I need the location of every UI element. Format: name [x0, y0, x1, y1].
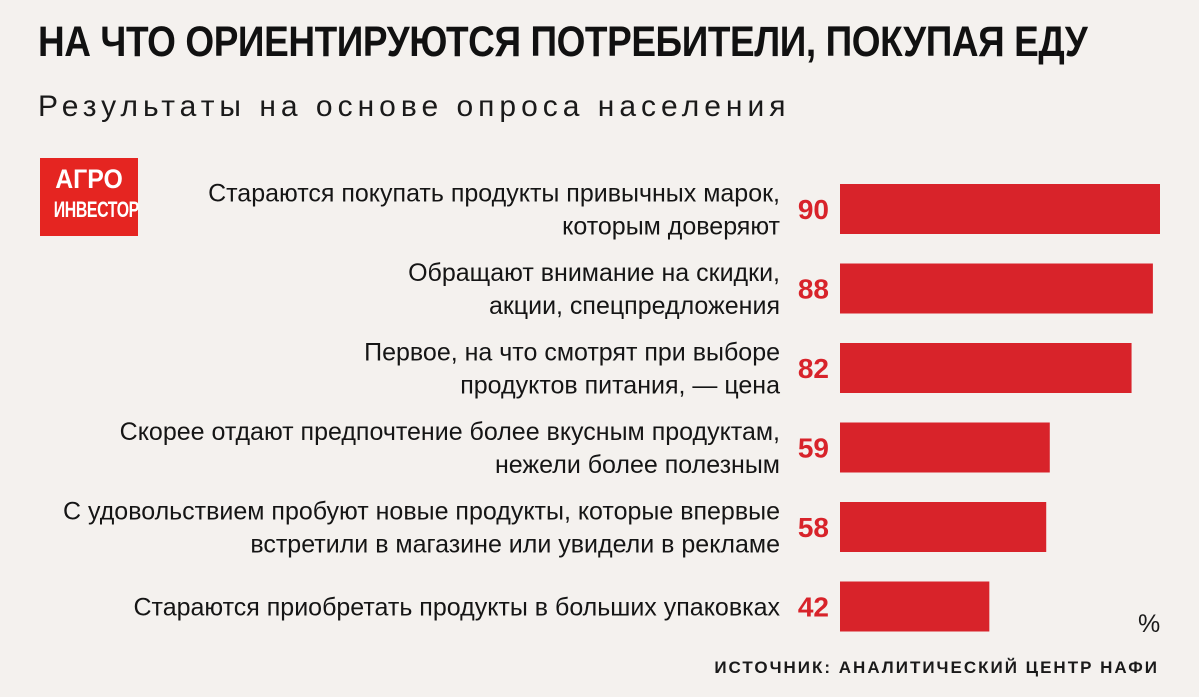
category-label-5-line-0: Стараются приобретать продукты в больших… — [133, 594, 780, 622]
value-label-0: 90 — [798, 194, 829, 225]
category-label-4: С удовольствием пробуют новые продукты, … — [63, 498, 780, 559]
source-note: ИСТОЧНИК: АНАЛИТИЧЕСКИЙ ЦЕНТР НАФИ — [714, 658, 1159, 677]
category-label-1: Обращают внимание на скидки, акции, спецп… — [408, 259, 780, 320]
value-label-3: 59 — [798, 433, 829, 464]
logo-line-1: АГРО — [55, 164, 123, 194]
category-label-3: Скорее отдают предпочтение более вкусным… — [120, 418, 780, 479]
category-label-2: Первое, на что смотрят при выборе продукт… — [364, 339, 780, 400]
bar-2 — [840, 343, 1132, 393]
category-label-5: Стараются приобретать продукты в больших… — [133, 594, 780, 622]
category-label-0-line-1: которым доверяют — [562, 213, 780, 241]
category-label-3-line-0: Скорее отдают предпочтение более вкусным… — [120, 418, 780, 446]
value-label-4: 58 — [798, 512, 829, 543]
bar-3 — [840, 422, 1050, 473]
agroinvestor-logo: АГРО ИНВЕСТОР — [40, 158, 139, 236]
category-label-0-line-0: Стараются покупать продукты привычных ма… — [208, 180, 780, 208]
bar-5 — [840, 581, 990, 632]
value-label-5: 42 — [798, 592, 829, 623]
category-label-0: Стараются покупать продукты привычных ма… — [208, 180, 780, 241]
category-label-1-line-0: Обращают внимание на скидки, — [408, 259, 780, 287]
category-label-4-line-1: встретили в магазине или увидели в рекла… — [250, 531, 780, 559]
category-label-2-line-0: Первое, на что смотрят при выборе — [364, 339, 780, 367]
category-label-3-line-1: нежели более полезным — [495, 451, 780, 479]
value-label-2: 82 — [798, 353, 829, 384]
category-label-1-line-1: акции, спецпредложения — [489, 292, 780, 320]
bar-1 — [840, 263, 1153, 314]
category-label-2-line-1: продуктов питания, — цена — [460, 372, 780, 400]
value-label-1: 88 — [798, 274, 829, 305]
chart-title: НА ЧТО ОРИЕНТИРУЮТСЯ ПОТРЕБИТЕЛИ, ПОКУПА… — [38, 18, 1088, 66]
unit-label: % — [1138, 610, 1161, 638]
chart-subtitle: Результаты на основе опроса населения — [38, 90, 791, 123]
bar-0 — [840, 184, 1160, 234]
bar-4 — [840, 502, 1047, 552]
category-label-4-line-0: С удовольствием пробуют новые продукты, … — [63, 498, 780, 526]
